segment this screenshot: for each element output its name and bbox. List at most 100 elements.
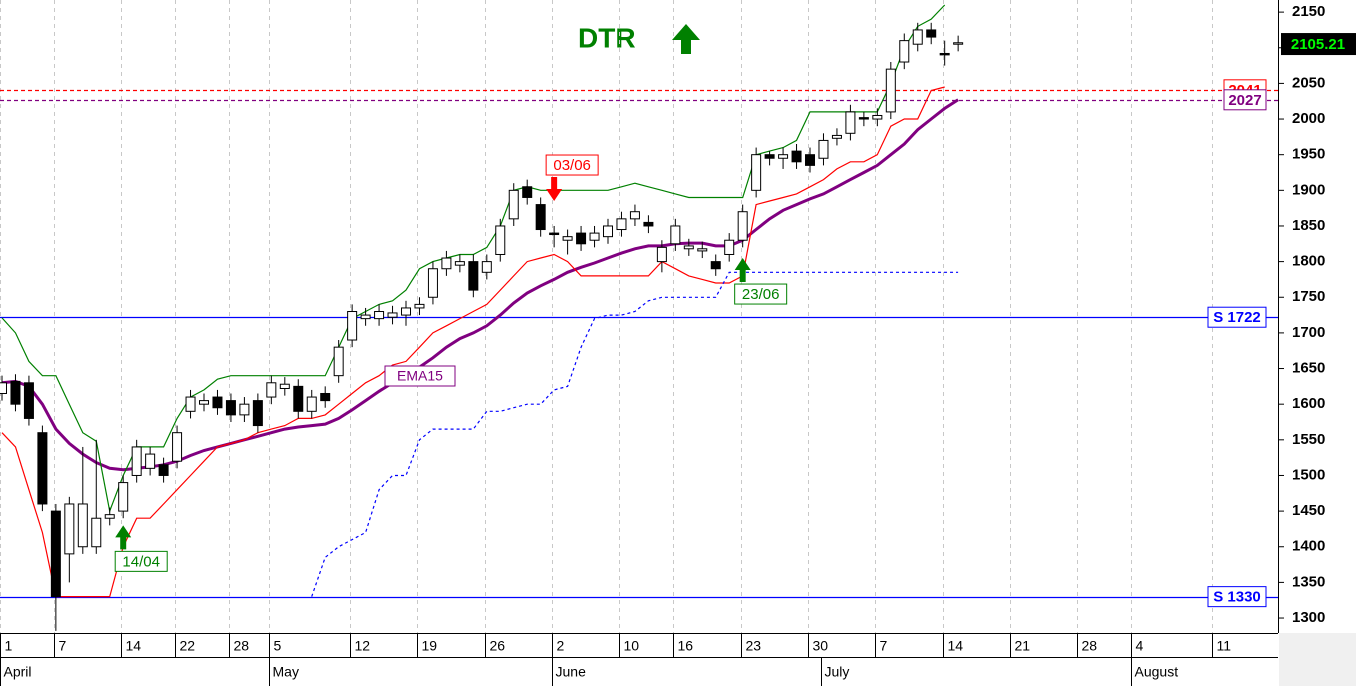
signal-box bbox=[114, 550, 168, 572]
candle-body bbox=[64, 503, 75, 555]
ema-label: EMA15 bbox=[397, 368, 443, 384]
candle-body bbox=[710, 261, 721, 270]
y-tick-label: 1700 bbox=[1292, 324, 1325, 341]
candle-body bbox=[549, 232, 560, 236]
candle-body bbox=[347, 311, 358, 341]
level-label-box bbox=[1223, 89, 1267, 111]
x-tick-label: 7 bbox=[59, 638, 67, 654]
month-label: April bbox=[4, 664, 32, 680]
candle-body bbox=[10, 380, 21, 405]
ema-label-box bbox=[384, 365, 456, 387]
corner bbox=[1279, 633, 1356, 686]
candle-body bbox=[872, 114, 883, 120]
candle-body bbox=[616, 218, 627, 231]
last-price-label: 2105.21 bbox=[1291, 36, 1345, 53]
candle-body bbox=[293, 385, 304, 412]
signal-arrow bbox=[115, 525, 132, 550]
candle-body bbox=[441, 257, 452, 270]
candle-body bbox=[562, 236, 573, 241]
candle-body bbox=[656, 246, 667, 263]
candle-body bbox=[764, 154, 775, 159]
candle-body bbox=[427, 268, 438, 298]
y-tick-label: 1950 bbox=[1292, 146, 1325, 163]
candle-body bbox=[831, 134, 842, 139]
x-tick-label: 28 bbox=[1082, 638, 1098, 654]
candle-body bbox=[387, 312, 398, 318]
candle-body bbox=[158, 464, 169, 476]
y-tick-label: 1750 bbox=[1292, 288, 1325, 305]
candle-body bbox=[885, 68, 896, 113]
month-label: July bbox=[825, 664, 850, 680]
x-tick-label: 30 bbox=[813, 638, 829, 654]
x-tick-label: 10 bbox=[624, 638, 640, 654]
y-tick-label: 1500 bbox=[1292, 466, 1325, 483]
x-tick-label: 26 bbox=[490, 638, 506, 654]
signal-arrow bbox=[734, 258, 751, 283]
signal-label: 03/06 bbox=[553, 157, 591, 174]
x-tick-label: 19 bbox=[422, 638, 438, 654]
y-tick-label: 1400 bbox=[1292, 538, 1325, 555]
candle-body bbox=[468, 261, 479, 291]
x-tick-label: 28 bbox=[234, 638, 250, 654]
x-tick-label: 23 bbox=[746, 638, 762, 654]
candle-body bbox=[333, 346, 344, 377]
candle-body bbox=[926, 29, 937, 38]
signal-arrow bbox=[546, 177, 563, 202]
candle-body bbox=[266, 382, 277, 398]
candle-body bbox=[118, 482, 129, 512]
candle-body bbox=[737, 211, 748, 241]
candle-body bbox=[683, 245, 694, 250]
chart-title: DTR bbox=[578, 22, 636, 53]
x-tick-label: 1 bbox=[5, 638, 13, 654]
level-label: S 1722 bbox=[1213, 309, 1261, 326]
candle-body bbox=[670, 225, 681, 245]
y-tick-label: 2000 bbox=[1292, 110, 1325, 127]
candle-body bbox=[805, 154, 816, 166]
x-tick-label: 22 bbox=[180, 638, 196, 654]
candle-body bbox=[939, 52, 950, 56]
x-tick-label: 14 bbox=[948, 638, 964, 654]
candle-body bbox=[778, 154, 789, 159]
candle-body bbox=[172, 432, 183, 462]
candle-body bbox=[953, 42, 964, 45]
candle-body bbox=[199, 400, 210, 405]
level-label: S 1330 bbox=[1213, 589, 1261, 606]
x-tick-label: 2 bbox=[557, 638, 565, 654]
candle-body bbox=[185, 396, 196, 412]
candle-body bbox=[91, 517, 102, 548]
candle-body bbox=[858, 117, 869, 120]
x-tick-label: 12 bbox=[355, 638, 371, 654]
x-tick-label: 11 bbox=[1217, 638, 1232, 654]
candle-body bbox=[279, 383, 290, 389]
channel-line bbox=[311, 271, 959, 597]
candle-body bbox=[535, 204, 546, 231]
level-label-box bbox=[1207, 586, 1267, 608]
x-tick-label: 5 bbox=[274, 638, 282, 654]
channel-line bbox=[1, 86, 945, 598]
y-tick-label: 1450 bbox=[1292, 502, 1325, 519]
candle-body bbox=[50, 510, 61, 598]
candle-body bbox=[751, 154, 762, 191]
y-tick-label: 1800 bbox=[1292, 253, 1325, 270]
y-tick-label: 1600 bbox=[1292, 395, 1325, 412]
y-tick-label: 1900 bbox=[1292, 181, 1325, 198]
month-label: June bbox=[556, 664, 587, 680]
y-tick-label: 1550 bbox=[1292, 431, 1325, 448]
x-tick-label: 21 bbox=[1015, 638, 1031, 654]
candle-body bbox=[643, 221, 654, 227]
candle-body bbox=[912, 29, 923, 45]
candle-body bbox=[589, 232, 600, 241]
candle-body bbox=[454, 261, 465, 266]
candle-body bbox=[212, 396, 223, 409]
candle-body bbox=[603, 225, 614, 238]
title-arrow bbox=[672, 24, 700, 54]
candle-body bbox=[724, 239, 735, 255]
candle-body bbox=[629, 211, 640, 220]
x-tick-label: 16 bbox=[678, 638, 694, 654]
last-price-box bbox=[1281, 33, 1356, 56]
candle-body bbox=[360, 314, 371, 320]
y-tick-label: 2150 bbox=[1292, 3, 1325, 20]
candle-body bbox=[0, 382, 7, 394]
y-tick-label: 1300 bbox=[1292, 609, 1325, 626]
